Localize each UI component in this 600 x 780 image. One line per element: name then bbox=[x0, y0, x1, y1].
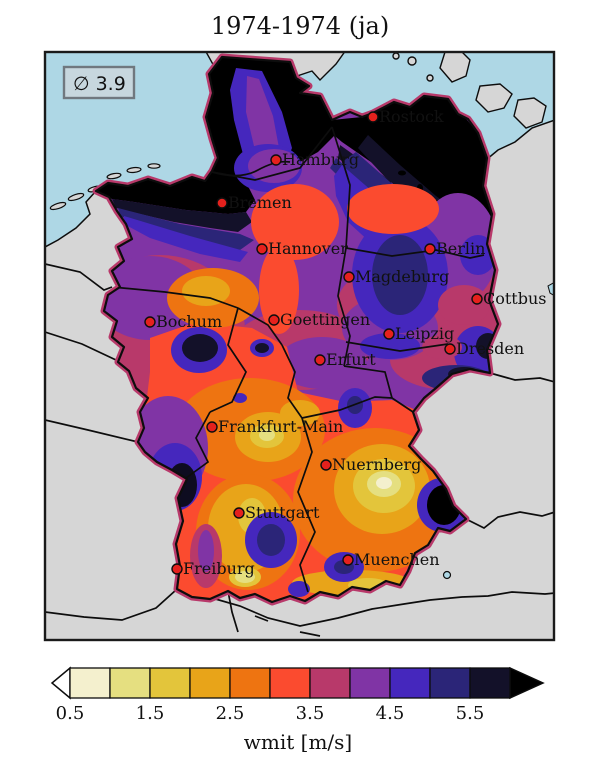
colorbar-tick: 4.5 bbox=[376, 703, 405, 724]
city-marker-muenchen bbox=[342, 554, 354, 566]
colorbar-over-arrow bbox=[509, 666, 545, 700]
city-label: Frankfurt-Main bbox=[218, 417, 343, 436]
colorbar-segments bbox=[69, 667, 511, 699]
city-label: Goettingen bbox=[280, 310, 370, 329]
city-label: Rostock bbox=[379, 107, 444, 126]
mean-badge-text: ∅ 3.9 bbox=[73, 73, 126, 95]
city-marker-magdeburg bbox=[343, 271, 355, 283]
city-marker-bochum bbox=[144, 316, 156, 328]
colorbar-under-arrow bbox=[50, 666, 71, 700]
colorbar-segment bbox=[69, 667, 111, 699]
city-label: Bochum bbox=[156, 312, 222, 331]
state-borders bbox=[111, 126, 485, 593]
city-marker-berlin bbox=[424, 243, 436, 255]
colorbar-segment bbox=[469, 667, 511, 699]
colorbar-tick: 1.5 bbox=[136, 703, 165, 724]
colorbar-segment bbox=[109, 667, 151, 699]
map-area: Rostock Hamburg Bremen Hannover Berlin M… bbox=[45, 52, 554, 640]
lagoon bbox=[547, 281, 554, 296]
city-label: Berlin bbox=[436, 239, 485, 258]
colorbar-segment bbox=[269, 667, 311, 699]
country-borders bbox=[45, 263, 554, 637]
colorbar-segment bbox=[309, 667, 351, 699]
city-marker-cottbus bbox=[471, 293, 483, 305]
city-label: Erfurt bbox=[326, 350, 376, 369]
colorbar: 0.5 1.5 2.5 3.5 4.5 5.5 wmit [m/s] bbox=[50, 666, 545, 754]
city-label: Cottbus bbox=[483, 289, 547, 308]
city-label: Dresden bbox=[456, 339, 524, 358]
colorbar-tick: 3.5 bbox=[296, 703, 325, 724]
city-label: Nuernberg bbox=[332, 455, 421, 474]
city-marker-hannover bbox=[256, 243, 268, 255]
contour-fill bbox=[96, 57, 498, 602]
city-label: Hannover bbox=[268, 239, 348, 258]
colorbar-segment bbox=[349, 667, 391, 699]
colorbar-ticks: 0.5 1.5 2.5 3.5 4.5 5.5 bbox=[56, 703, 485, 724]
colorbar-tick: 5.5 bbox=[456, 703, 485, 724]
city-marker-nuernberg bbox=[320, 459, 332, 471]
map-frame bbox=[43, 50, 556, 642]
city-marker-bremen bbox=[216, 197, 228, 209]
cities: Rostock Hamburg Bremen Hannover Berlin M… bbox=[144, 107, 547, 578]
city-label: Freiburg bbox=[183, 559, 255, 578]
city-marker-hamburg bbox=[270, 154, 282, 166]
germany-border bbox=[94, 55, 500, 604]
colorbar-segment bbox=[229, 667, 271, 699]
city-marker-goettingen bbox=[268, 314, 280, 326]
city-marker-rostock bbox=[367, 111, 379, 123]
city-label: Magdeburg bbox=[355, 267, 449, 286]
city-marker-dresden bbox=[444, 343, 456, 355]
city-label: Bremen bbox=[228, 193, 292, 212]
colorbar-segment bbox=[189, 667, 231, 699]
city-label: Muenchen bbox=[354, 550, 440, 569]
colorbar-segment bbox=[429, 667, 471, 699]
colorbar-segment bbox=[389, 667, 431, 699]
city-marker-frankfurt-main bbox=[206, 421, 218, 433]
colorbar-label: wmit [m/s] bbox=[244, 730, 352, 754]
city-label: Stuttgart bbox=[245, 503, 320, 522]
colorbar-segment bbox=[149, 667, 191, 699]
lake-chiemsee bbox=[442, 570, 452, 580]
city-label: Leipzig bbox=[395, 324, 454, 343]
city-marker-stuttgart bbox=[233, 507, 245, 519]
city-marker-freiburg bbox=[171, 563, 183, 575]
colorbar-tick: 0.5 bbox=[56, 703, 85, 724]
mean-badge: ∅ 3.9 bbox=[62, 65, 136, 100]
city-marker-erfurt bbox=[314, 354, 326, 366]
city-label: Hamburg bbox=[282, 150, 359, 169]
page-title: 1974-1974 (ja) bbox=[211, 12, 389, 40]
colorbar-tick: 2.5 bbox=[216, 703, 245, 724]
city-marker-leipzig bbox=[383, 328, 395, 340]
